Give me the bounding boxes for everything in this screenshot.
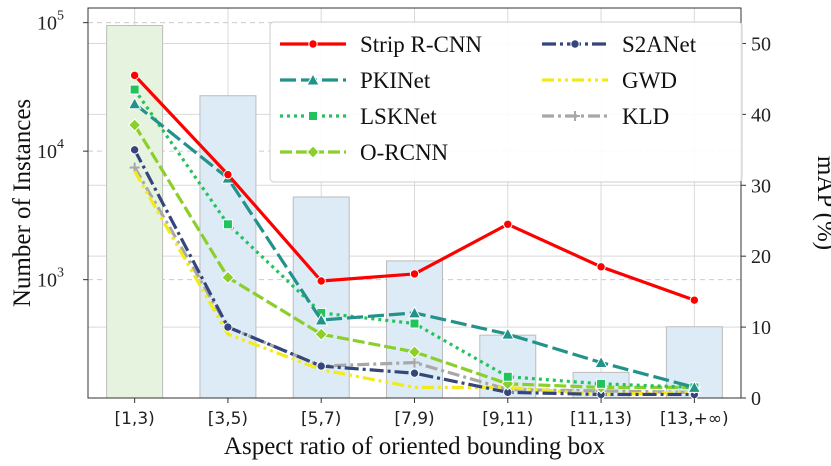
legend-label: Strip R-CNN <box>360 32 482 57</box>
legend-item-GWD: GWD <box>542 68 677 93</box>
data-point <box>409 318 420 329</box>
y-tick-label: 105 <box>37 9 64 35</box>
data-point <box>314 327 328 341</box>
data-point <box>223 169 233 180</box>
legend-item-PKINet: PKINet <box>280 68 431 93</box>
legend-marker <box>308 111 318 121</box>
data-point <box>500 327 515 340</box>
y-right-tick-label: 0 <box>751 388 761 410</box>
y-right-tick-label: 40 <box>751 104 771 126</box>
legend-marker <box>570 39 580 49</box>
x-axis-label: Aspect ratio of oriented bounding box <box>224 433 606 460</box>
x-tick-label: [5,7) <box>301 409 341 429</box>
legend-marker <box>306 145 320 159</box>
data-point <box>221 270 235 285</box>
y-right-tick-label: 10 <box>751 317 771 339</box>
line-series <box>127 70 702 400</box>
series-Strip R-CNN <box>129 70 700 305</box>
data-point <box>129 84 140 95</box>
data-point <box>129 162 140 173</box>
data-point <box>314 312 329 326</box>
data-point <box>127 96 142 110</box>
legend-marker <box>306 72 320 86</box>
y-axis-label-left: Number of Instances <box>9 99 36 307</box>
x-tick-label: [1,3) <box>114 409 154 429</box>
data-point <box>503 219 513 229</box>
legend-item-KLD: KLD <box>542 104 669 129</box>
legend-marker <box>570 111 580 121</box>
data-point <box>594 355 608 369</box>
y-right-tick-label: 50 <box>751 33 771 55</box>
data-point <box>596 262 606 272</box>
data-point <box>409 269 420 279</box>
data-point <box>316 361 326 371</box>
y-tick-label: 104 <box>37 137 64 163</box>
legend-item-Strip R-CNN: Strip R-CNN <box>280 32 482 57</box>
data-point <box>409 368 420 378</box>
y-tick-label: 103 <box>37 266 64 292</box>
data-point <box>596 378 607 389</box>
data-point <box>687 380 702 393</box>
legend-label: PKINet <box>360 68 431 93</box>
legend-box <box>269 21 743 183</box>
data-point <box>689 295 700 305</box>
data-point <box>316 276 326 286</box>
series-line <box>133 170 695 397</box>
legend-item-O-RCNN: O-RCNN <box>280 140 449 165</box>
y-axis-label-right: mAP (%) <box>812 156 831 250</box>
data-point <box>409 357 420 368</box>
x-tick-label: [11,13) <box>570 409 632 429</box>
data-point <box>223 322 233 332</box>
x-tick-label: [7,9) <box>394 409 434 429</box>
x-tick-label: [3,5) <box>208 409 248 429</box>
tick-exponent: 5 <box>57 9 64 24</box>
data-point <box>129 70 140 81</box>
series-S2ANet <box>129 145 700 400</box>
bar-series <box>106 25 723 399</box>
bar-[3,5) <box>199 95 257 399</box>
data-point <box>222 219 233 230</box>
tick-exponent: 3 <box>57 266 64 281</box>
legend-label: KLD <box>622 104 669 129</box>
x-axis-ticks: [1,3) [3,5) [5,7) [7,9) [9,11) [11,13) [13,+∞) <box>114 398 729 429</box>
legend-marker <box>308 39 318 49</box>
data-point <box>502 371 513 382</box>
legend-item-LSKNet: LSKNet <box>280 104 437 129</box>
data-point <box>407 305 422 319</box>
data-point <box>129 145 140 155</box>
y-right-tick-label: 30 <box>751 175 771 197</box>
tick-exponent: 4 <box>57 137 64 152</box>
y-right-tick-label: 20 <box>751 246 771 268</box>
x-tick-label: [13,+∞) <box>660 409 729 429</box>
legend-label: O-RCNN <box>360 140 449 165</box>
legend: Strip R-CNN PKINet LSKNet O-RCNN S2ANet GWD KL… <box>269 21 743 183</box>
left-axis-ticks: 103 104 105 <box>37 9 88 292</box>
right-axis-ticks: 0 10 20 30 40 50 <box>741 33 771 410</box>
data-point <box>127 118 142 132</box>
legend-label: LSKNet <box>360 104 437 129</box>
series-GWD <box>133 170 695 397</box>
legend-item-S2ANet: S2ANet <box>542 32 697 57</box>
x-tick-label: [9,11) <box>482 409 533 429</box>
legend-label: GWD <box>622 68 677 93</box>
legend-label: S2ANet <box>622 32 697 57</box>
bar-[1,3) <box>106 25 164 399</box>
data-point <box>407 345 422 359</box>
